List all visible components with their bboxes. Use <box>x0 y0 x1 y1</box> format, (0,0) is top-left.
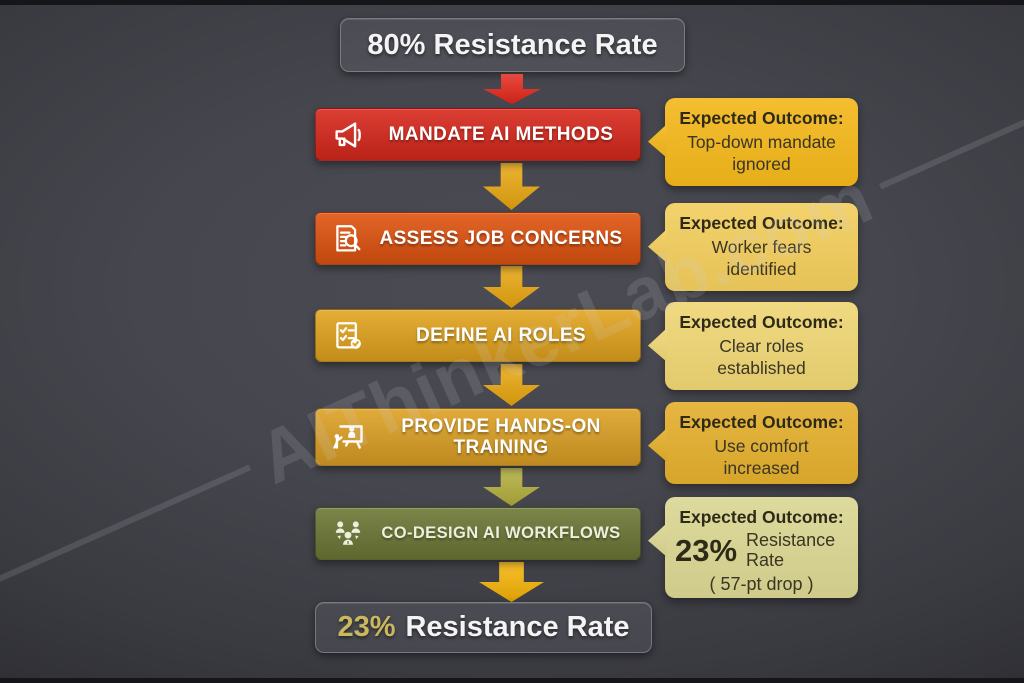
callout-title: Expected Outcome: <box>679 108 844 128</box>
bottom-result-stat: 23% <box>337 611 396 643</box>
flow-arrow-2 <box>483 266 540 308</box>
callout-tail <box>648 328 667 362</box>
callout-title: Expected Outcome: <box>679 213 844 233</box>
callout-body: Use comfort increased <box>714 436 809 478</box>
step-mandate-ai-methods: MANDATE AI METHODS <box>315 108 641 161</box>
team-icon <box>330 516 366 552</box>
step-label: ASSESS JOB CONCERNS <box>379 227 623 249</box>
step-co-design-ai-workflows: CO-DESIGN AI WORKFLOWS <box>315 507 641 560</box>
callout-mandate-outcome: Expected Outcome: Top-down mandate ignor… <box>648 98 858 186</box>
bottom-result-label: Resistance Rate <box>405 611 630 643</box>
flow-arrow-3 <box>483 364 540 406</box>
callout-title: Expected Outcome: <box>679 312 844 332</box>
step-label: MANDATE AI METHODS <box>388 123 614 145</box>
callout-stat: 23% <box>675 532 738 568</box>
callout-tail <box>648 229 667 263</box>
flow-arrow-4 <box>483 468 540 506</box>
step-label: DEFINE AI ROLES <box>416 324 586 346</box>
callout-title: Expected Outcome: <box>679 412 844 432</box>
callout-roles-outcome: Expected Outcome: Clear roles establishe… <box>648 302 858 390</box>
step-label: PROVIDE HANDS-ON TRAINING <box>401 415 601 458</box>
top-result-box: 80% Resistance Rate <box>340 18 685 72</box>
callout-tail <box>648 124 667 158</box>
callout-codesign-outcome: Expected Outcome: 23% Resistance Rate ( … <box>648 497 858 598</box>
checklist-icon <box>330 318 366 354</box>
callout-note: ( 57-pt drop ) <box>709 573 814 594</box>
megaphone-icon <box>330 117 366 153</box>
training-presentation-icon <box>330 419 366 455</box>
flow-arrow-1 <box>483 163 540 210</box>
callout-tail <box>648 523 667 557</box>
callout-training-outcome: Expected Outcome: Use comfort increased <box>648 402 858 484</box>
step-assess-job-concerns: ASSESS JOB CONCERNS <box>315 212 641 265</box>
callout-tail <box>648 428 667 462</box>
start-arrow <box>483 74 541 104</box>
final-arrow <box>479 562 544 602</box>
step-provide-hands-on-training: PROVIDE HANDS-ON TRAINING <box>315 408 641 466</box>
callout-body: Clear roles established <box>717 336 806 378</box>
callout-assess-outcome: Expected Outcome: Worker fears identifie… <box>648 203 858 291</box>
callout-body: Worker fears identified <box>711 237 812 279</box>
top-result-label: 80% Resistance Rate <box>367 28 658 61</box>
step-label: CO-DESIGN AI WORKFLOWS <box>381 524 621 543</box>
callout-stat-label: Resistance Rate <box>746 530 836 570</box>
bottom-result-box: 23% Resistance Rate <box>315 602 652 653</box>
step-define-ai-roles: DEFINE AI ROLES <box>315 309 641 362</box>
callout-title: Expected Outcome: <box>679 507 844 527</box>
callout-body: Top-down mandate ignored <box>687 132 836 174</box>
document-search-icon <box>330 221 366 257</box>
